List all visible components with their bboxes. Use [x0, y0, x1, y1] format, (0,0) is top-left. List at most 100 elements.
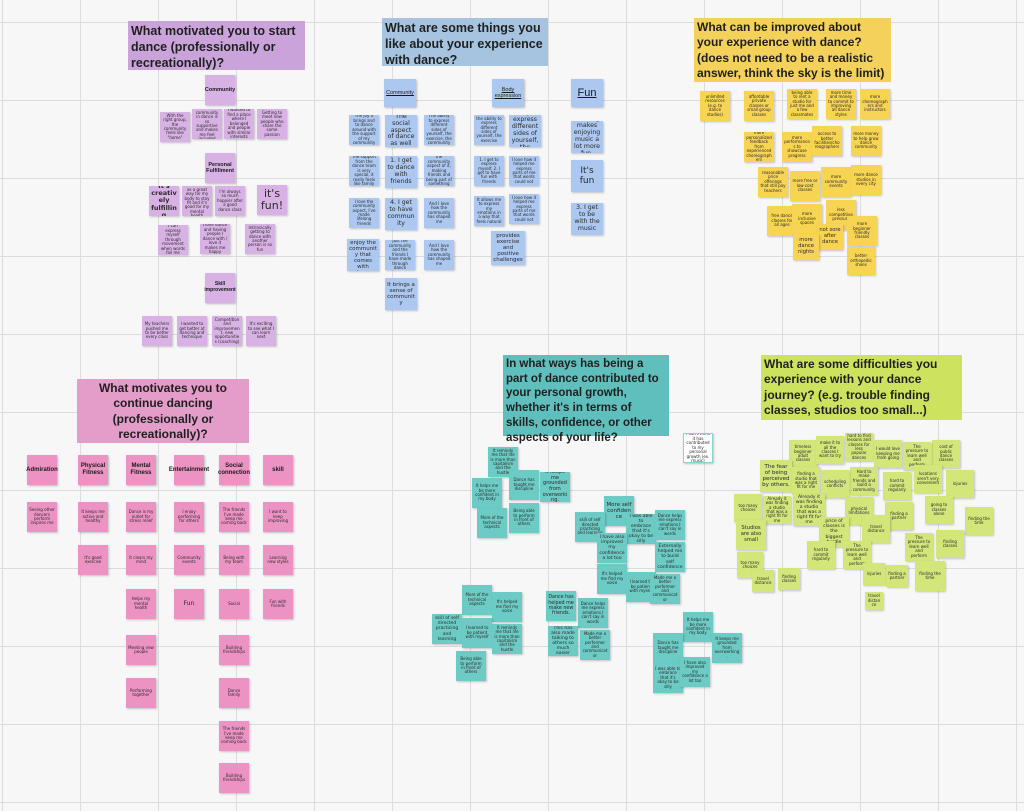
sticky-note[interactable]: I really enjoy the community that comes …	[347, 239, 379, 271]
sticky-note[interactable]: Dancing makes enjoying music a lot more …	[571, 121, 603, 153]
sticky-note[interactable]: more beginner friendly classes	[847, 216, 877, 246]
sticky-note[interactable]: hard to find lessons and classes for les…	[845, 433, 873, 461]
sticky-note[interactable]: finding a partner	[886, 565, 908, 587]
sticky-note[interactable]: more community events	[821, 167, 851, 197]
sticky-note[interactable]: Being with my team	[219, 545, 249, 575]
sticky-note[interactable]: hard to commit regularly	[807, 541, 835, 569]
sticky-note[interactable]: I love the community aspect, I've made l…	[349, 198, 379, 228]
sticky-note[interactable]: 4. I get to have community	[385, 198, 417, 230]
sticky-note[interactable]: scheduling conflicts	[821, 470, 849, 498]
sticky-note[interactable]: I would love keeping me from going	[874, 440, 902, 468]
sticky-note[interactable]: It clears my mind	[126, 545, 156, 575]
sticky-note[interactable]: Social	[219, 589, 249, 619]
sticky-note[interactable]: affordable private classes or small grou…	[744, 91, 774, 121]
sticky-note[interactable]: Hard to make friends and build a communi…	[850, 467, 878, 495]
sticky-note[interactable]: The community in dance is so supportive …	[192, 109, 222, 139]
sticky-note[interactable]: Made me a better performer and communica…	[650, 574, 680, 604]
sticky-note[interactable]: provides exercise and positive challenge…	[491, 231, 525, 265]
sticky-note[interactable]: finding classes	[778, 568, 800, 590]
sticky-note[interactable]: It's exciting to see what I can learn ne…	[246, 316, 276, 346]
category-entertainment[interactable]: Entertainment	[169, 455, 209, 485]
sticky-note[interactable]: I don't think it has contributed to my p…	[683, 433, 713, 463]
sticky-note[interactable]: Just the community and the friends I hav…	[385, 240, 415, 270]
sticky-note[interactable]: travel distance	[862, 515, 890, 543]
sticky-note[interactable]: Building friendships	[219, 763, 249, 793]
category-personal-fulfillment[interactable]: Personal Fulfillment	[205, 153, 235, 183]
sticky-note[interactable]: Dance has helped me make new friends.	[546, 591, 576, 621]
sticky-note[interactable]: Dance has taught me discipline	[509, 470, 539, 500]
sticky-note[interactable]: more personalized feedback from experien…	[744, 132, 774, 162]
sticky-note[interactable]: I was able to embrace that it's okay to …	[653, 663, 683, 693]
sticky-note[interactable]: It allows me to express my emotions in a…	[474, 196, 504, 226]
sticky-note[interactable]: It's good exercise	[78, 545, 108, 575]
sticky-note[interactable]: It keeps me active and healthy	[78, 502, 108, 532]
category-community-like[interactable]: Community	[384, 79, 416, 107]
sticky-note[interactable]: more performances to showcase progress	[782, 132, 812, 162]
sticky-note[interactable]: skill of self directed practicing and le…	[432, 614, 462, 644]
sticky-note[interactable]: This has also made talking to others so …	[548, 626, 578, 656]
sticky-note[interactable]: more dance nights	[793, 234, 819, 260]
sticky-note[interactable]: injuries	[946, 470, 974, 498]
sticky-note[interactable]: cost of public dance classes	[932, 440, 960, 468]
sticky-note[interactable]: It keeps me grounded from overworking.	[540, 472, 570, 502]
sticky-note[interactable]: It helps me be more confident in my body	[683, 612, 713, 642]
sticky-note[interactable]: 1. I get to dance with friends	[385, 156, 417, 188]
sticky-note[interactable]: With the right group, the community feel…	[160, 112, 190, 142]
sticky-note[interactable]: I wanted to find a place where I belonge…	[224, 109, 254, 139]
sticky-note[interactable]: I wanted to get better at dancing and te…	[177, 316, 207, 346]
sticky-note[interactable]: Made me a better performer and communica…	[580, 630, 610, 660]
sticky-note[interactable]: Helps my mental health	[126, 589, 156, 619]
sticky-note[interactable]: unlimited resources (e.g. to dance studi…	[700, 91, 730, 121]
sticky-note[interactable]: The joy it brings and to dance around wi…	[349, 115, 379, 145]
sticky-note[interactable]: Meeting new people	[126, 635, 156, 665]
sticky-note[interactable]: finding the time	[965, 507, 993, 535]
sticky-note[interactable]: Dance helps me express emotions I can't …	[655, 510, 685, 540]
category-community-start[interactable]: Community	[205, 75, 235, 105]
sticky-note[interactable]: too many choices	[734, 494, 762, 522]
sticky-note[interactable]: being able to rent a studio for just me …	[787, 89, 817, 119]
sticky-note[interactable]: Community events	[174, 545, 204, 575]
sticky-note[interactable]: the ability to express different sides o…	[509, 115, 541, 147]
sticky-note[interactable]: more time and money to commit to improvi…	[826, 89, 856, 119]
category-admiration[interactable]: Admiration	[26, 455, 58, 485]
sticky-note[interactable]: more choreographers and instructors	[860, 89, 890, 119]
sticky-note[interactable]: hard to commit regularly	[883, 472, 911, 500]
sticky-note[interactable]: The friends I've made keep me coming bac…	[219, 721, 249, 751]
sticky-note[interactable]: I have also improved my confidence a lot…	[597, 533, 627, 563]
sticky-note[interactable]: travel distance	[865, 592, 883, 610]
sticky-note[interactable]: The pressure to learn well and perform	[905, 533, 933, 561]
sticky-note[interactable]: skill of self directed practicing and le…	[575, 512, 605, 542]
category-physical-fitness[interactable]: Physical Fitness	[78, 455, 108, 485]
sticky-note[interactable]: I really like the community aspect of it…	[424, 156, 454, 186]
sticky-note[interactable]: I'm always so much happier after a good …	[215, 186, 245, 216]
sticky-note[interactable]: Being able to perform in front of others	[509, 503, 539, 533]
sticky-note[interactable]: finding classes	[936, 530, 964, 558]
sticky-note[interactable]: Externally helped me to build self confi…	[655, 542, 685, 572]
sticky-note[interactable]: Seeing other dancers perform inspires me	[27, 502, 57, 532]
sticky-note[interactable]: I learned to be patient with myself	[462, 618, 492, 648]
sticky-note[interactable]: I love how it helped me express parts of…	[509, 156, 539, 186]
sticky-note[interactable]: Dance has taught me discipline	[653, 633, 683, 663]
sticky-note[interactable]: finding a studio that was a right fit fo…	[792, 467, 820, 495]
sticky-note[interactable]: It reminds me that life is more than cap…	[492, 624, 522, 654]
sticky-note[interactable]: better orthopedic shoes	[847, 247, 875, 275]
sticky-note[interactable]: 1. I get to express myself. 2. I get to …	[474, 156, 504, 186]
category-body-expression[interactable]: Body expression	[492, 79, 524, 107]
sticky-note[interactable]: The support from the dance team is very …	[349, 156, 379, 186]
sticky-note[interactable]: travel distance	[752, 570, 774, 592]
sticky-note[interactable]: My teachers pushed me to be better every…	[142, 316, 172, 346]
sticky-note[interactable]: I love how it helped me express parts of…	[509, 194, 539, 224]
sticky-note[interactable]: I like dance as a great way for my body …	[182, 186, 212, 216]
sticky-note[interactable]: I was able to embrace that it's okay to …	[626, 514, 656, 544]
sticky-note[interactable]: More of the technical aspects	[477, 508, 507, 538]
sticky-note[interactable]: Dance helps me express emotions I can't …	[578, 598, 608, 628]
sticky-note[interactable]: finding the time	[915, 561, 945, 591]
sticky-note[interactable]: Fun	[174, 589, 204, 619]
sticky-note[interactable]: The ability to express different sides o…	[424, 115, 454, 145]
sticky-note[interactable]: the ability to express different sides o…	[474, 115, 504, 145]
sticky-note[interactable]: not sore after dance	[817, 224, 843, 250]
sticky-note[interactable]: Dance family	[219, 678, 249, 708]
sticky-note[interactable]: it's fun!	[257, 185, 287, 215]
sticky-note[interactable]: It's creatively fulfilling	[149, 186, 179, 216]
